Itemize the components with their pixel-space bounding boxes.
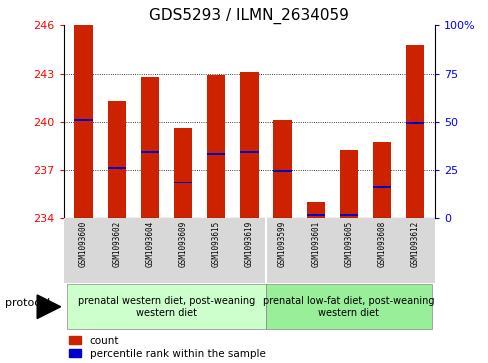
FancyBboxPatch shape [265, 284, 431, 329]
Text: GSM1093612: GSM1093612 [410, 221, 419, 267]
Text: GSM1093599: GSM1093599 [278, 221, 286, 267]
Title: GDS5293 / ILMN_2634059: GDS5293 / ILMN_2634059 [149, 8, 348, 24]
Text: GSM1093601: GSM1093601 [311, 221, 320, 267]
Text: GSM1093619: GSM1093619 [244, 221, 253, 267]
Text: GSM1093602: GSM1093602 [112, 221, 121, 267]
Bar [107, 101, 125, 218]
Text: GSM1093605: GSM1093605 [344, 221, 353, 267]
Text: protocol: protocol [5, 298, 50, 308]
Polygon shape [37, 295, 61, 319]
Bar [240, 72, 258, 218]
Bar [273, 120, 291, 218]
Bar [206, 153, 225, 155]
Bar [206, 75, 225, 218]
Bar [174, 128, 192, 218]
Bar [372, 142, 390, 218]
Bar [174, 182, 192, 183]
Bar [141, 77, 159, 218]
Bar [240, 151, 258, 153]
Text: prenatal low-fat diet, post-weaning
western diet: prenatal low-fat diet, post-weaning west… [263, 296, 434, 318]
Bar [372, 186, 390, 188]
Bar [306, 202, 324, 218]
Text: GSM1093600: GSM1093600 [79, 221, 88, 267]
Text: GSM1093609: GSM1093609 [178, 221, 187, 267]
Bar [74, 25, 92, 218]
Bar [339, 214, 357, 216]
Text: GSM1093608: GSM1093608 [377, 221, 386, 267]
FancyBboxPatch shape [67, 284, 265, 329]
Bar [74, 119, 92, 121]
Bar [406, 122, 424, 124]
Bar [406, 45, 424, 218]
Bar [107, 167, 125, 169]
Text: GSM1093615: GSM1093615 [211, 221, 220, 267]
Bar [141, 151, 159, 153]
Bar [273, 170, 291, 172]
Bar [339, 151, 357, 218]
Text: prenatal western diet, post-weaning
western diet: prenatal western diet, post-weaning west… [78, 296, 255, 318]
Bar [306, 215, 324, 216]
Legend: count, percentile rank within the sample: count, percentile rank within the sample [69, 335, 265, 359]
Text: GSM1093604: GSM1093604 [145, 221, 154, 267]
